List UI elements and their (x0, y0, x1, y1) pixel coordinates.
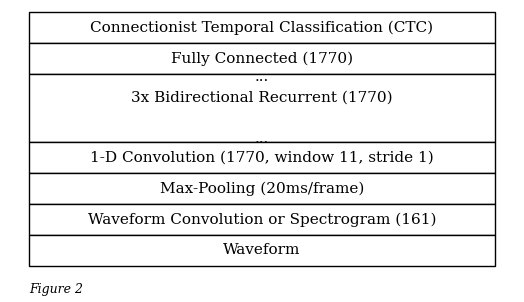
Bar (29, 204, 495, 235)
Bar (29, 74, 495, 142)
Bar (29, 173, 495, 204)
Bar (29, 235, 495, 266)
Bar (29, 142, 495, 173)
Text: ...
3x Bidirectional Recurrent (1770)

...: ... 3x Bidirectional Recurrent (1770) ..… (131, 70, 393, 146)
Text: Figure 2: Figure 2 (29, 283, 83, 296)
Text: Waveform: Waveform (223, 243, 301, 257)
Bar (29, 43, 495, 74)
Text: Waveform Convolution or Spectrogram (161): Waveform Convolution or Spectrogram (161… (88, 212, 436, 226)
Bar (29, 12, 495, 43)
Text: 1-D Convolution (1770, window 11, stride 1): 1-D Convolution (1770, window 11, stride… (90, 150, 434, 165)
Text: Connectionist Temporal Classification (CTC): Connectionist Temporal Classification (C… (91, 20, 433, 35)
Text: Fully Connected (1770): Fully Connected (1770) (171, 51, 353, 66)
Text: Max-Pooling (20ms/frame): Max-Pooling (20ms/frame) (160, 181, 364, 196)
